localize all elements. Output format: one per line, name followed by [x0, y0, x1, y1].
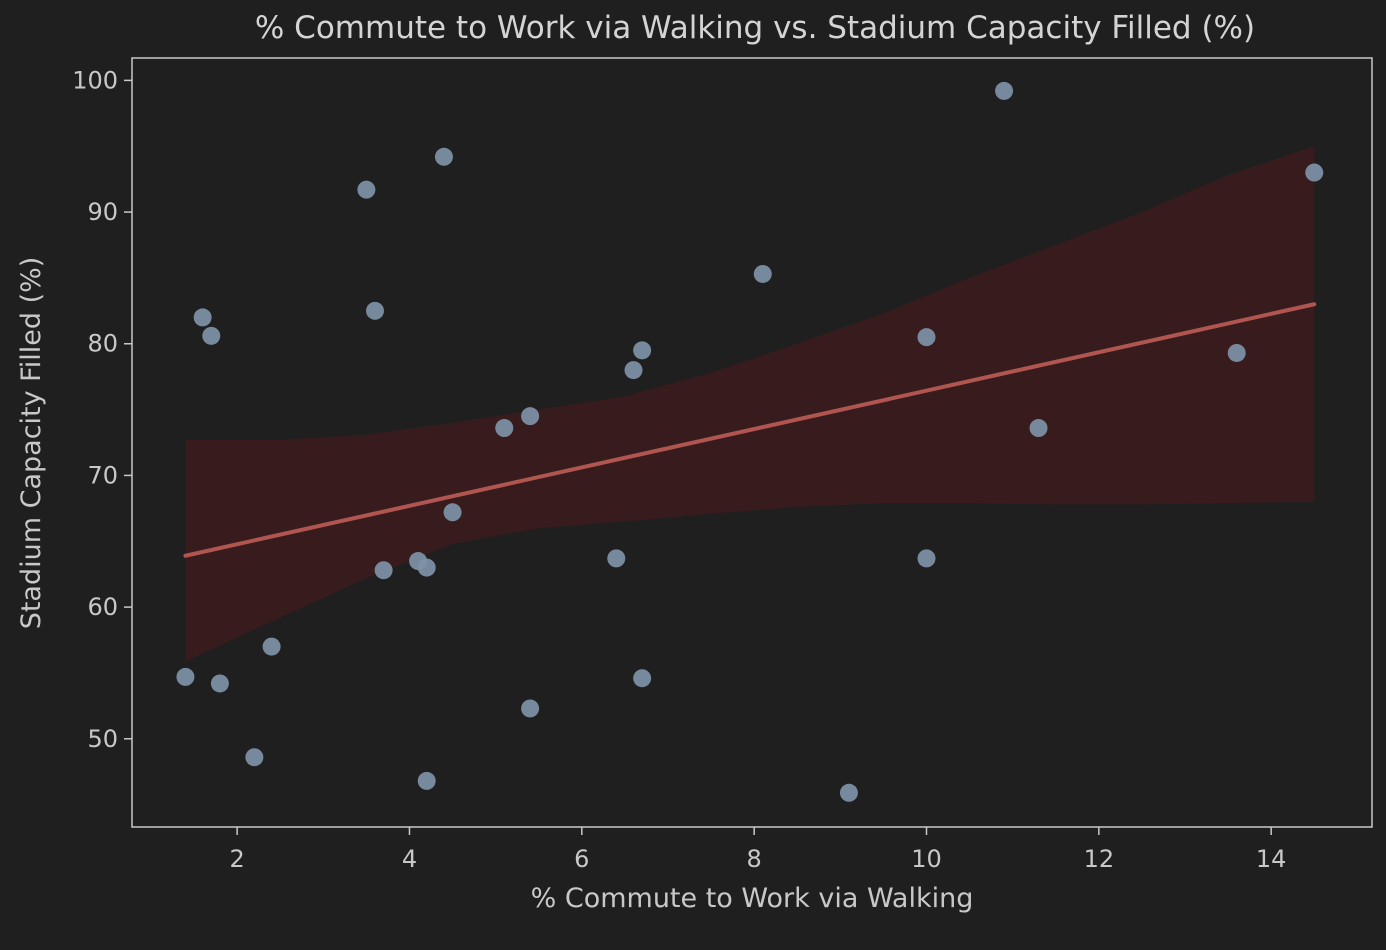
y-tick-label: 70 — [87, 461, 118, 489]
data-point-25 — [917, 549, 936, 568]
data-point-7 — [357, 180, 376, 199]
chart-title: % Commute to Work via Walking vs. Stadiu… — [255, 10, 1255, 46]
x-tick-label: 6 — [574, 845, 589, 873]
data-point-16 — [521, 407, 540, 426]
data-point-20 — [633, 341, 652, 360]
data-point-15 — [495, 419, 514, 438]
plot-frame — [131, 57, 1373, 828]
data-point-21 — [633, 669, 652, 688]
regression-line — [183, 302, 1317, 558]
x-tick-label: 14 — [1256, 845, 1287, 873]
data-point-12 — [417, 771, 436, 790]
y-tick-label: 90 — [87, 198, 118, 226]
x-axis-title: % Commute to Work via Walking — [531, 883, 974, 914]
data-point-14 — [443, 503, 462, 522]
data-point-23 — [839, 783, 858, 802]
y-tick-label: 80 — [87, 330, 118, 358]
data-point-3 — [202, 326, 221, 345]
confidence-band — [185, 146, 1315, 662]
scatter-points-layer — [176, 81, 1324, 802]
data-point-29 — [1305, 163, 1324, 182]
data-point-6 — [262, 637, 281, 656]
x-tick-label: 2 — [229, 845, 244, 873]
y-tick-label: 50 — [87, 725, 118, 753]
data-point-11 — [417, 558, 436, 577]
data-point-28 — [1227, 343, 1246, 362]
data-point-27 — [1029, 419, 1048, 438]
data-point-22 — [753, 264, 772, 283]
data-point-26 — [995, 81, 1014, 100]
x-tick-label: 10 — [911, 845, 942, 873]
data-point-4 — [210, 674, 229, 693]
y-axis-ticks: 50 60 70 80 90 100 — [72, 66, 132, 753]
data-point-1 — [176, 667, 195, 686]
data-point-18 — [607, 549, 626, 568]
x-tick-label: 4 — [402, 845, 417, 873]
x-tick-label: 8 — [747, 845, 762, 873]
y-axis-title: Stadium Capacity Filled (%) — [16, 257, 47, 630]
data-point-8 — [366, 301, 385, 320]
x-axis-ticks: 2 4 6 8 10 12 14 — [229, 827, 1286, 873]
regression-line-layer — [183, 302, 1317, 558]
data-point-17 — [521, 699, 540, 718]
data-point-5 — [245, 748, 264, 767]
y-tick-label: 60 — [87, 593, 118, 621]
data-point-2 — [193, 308, 212, 327]
data-point-9 — [374, 561, 393, 580]
data-point-24 — [917, 328, 936, 347]
confidence-band-layer — [185, 146, 1315, 662]
data-point-19 — [624, 361, 643, 380]
y-tick-label: 100 — [72, 66, 118, 94]
x-tick-label: 12 — [1084, 845, 1115, 873]
data-point-13 — [434, 147, 453, 166]
